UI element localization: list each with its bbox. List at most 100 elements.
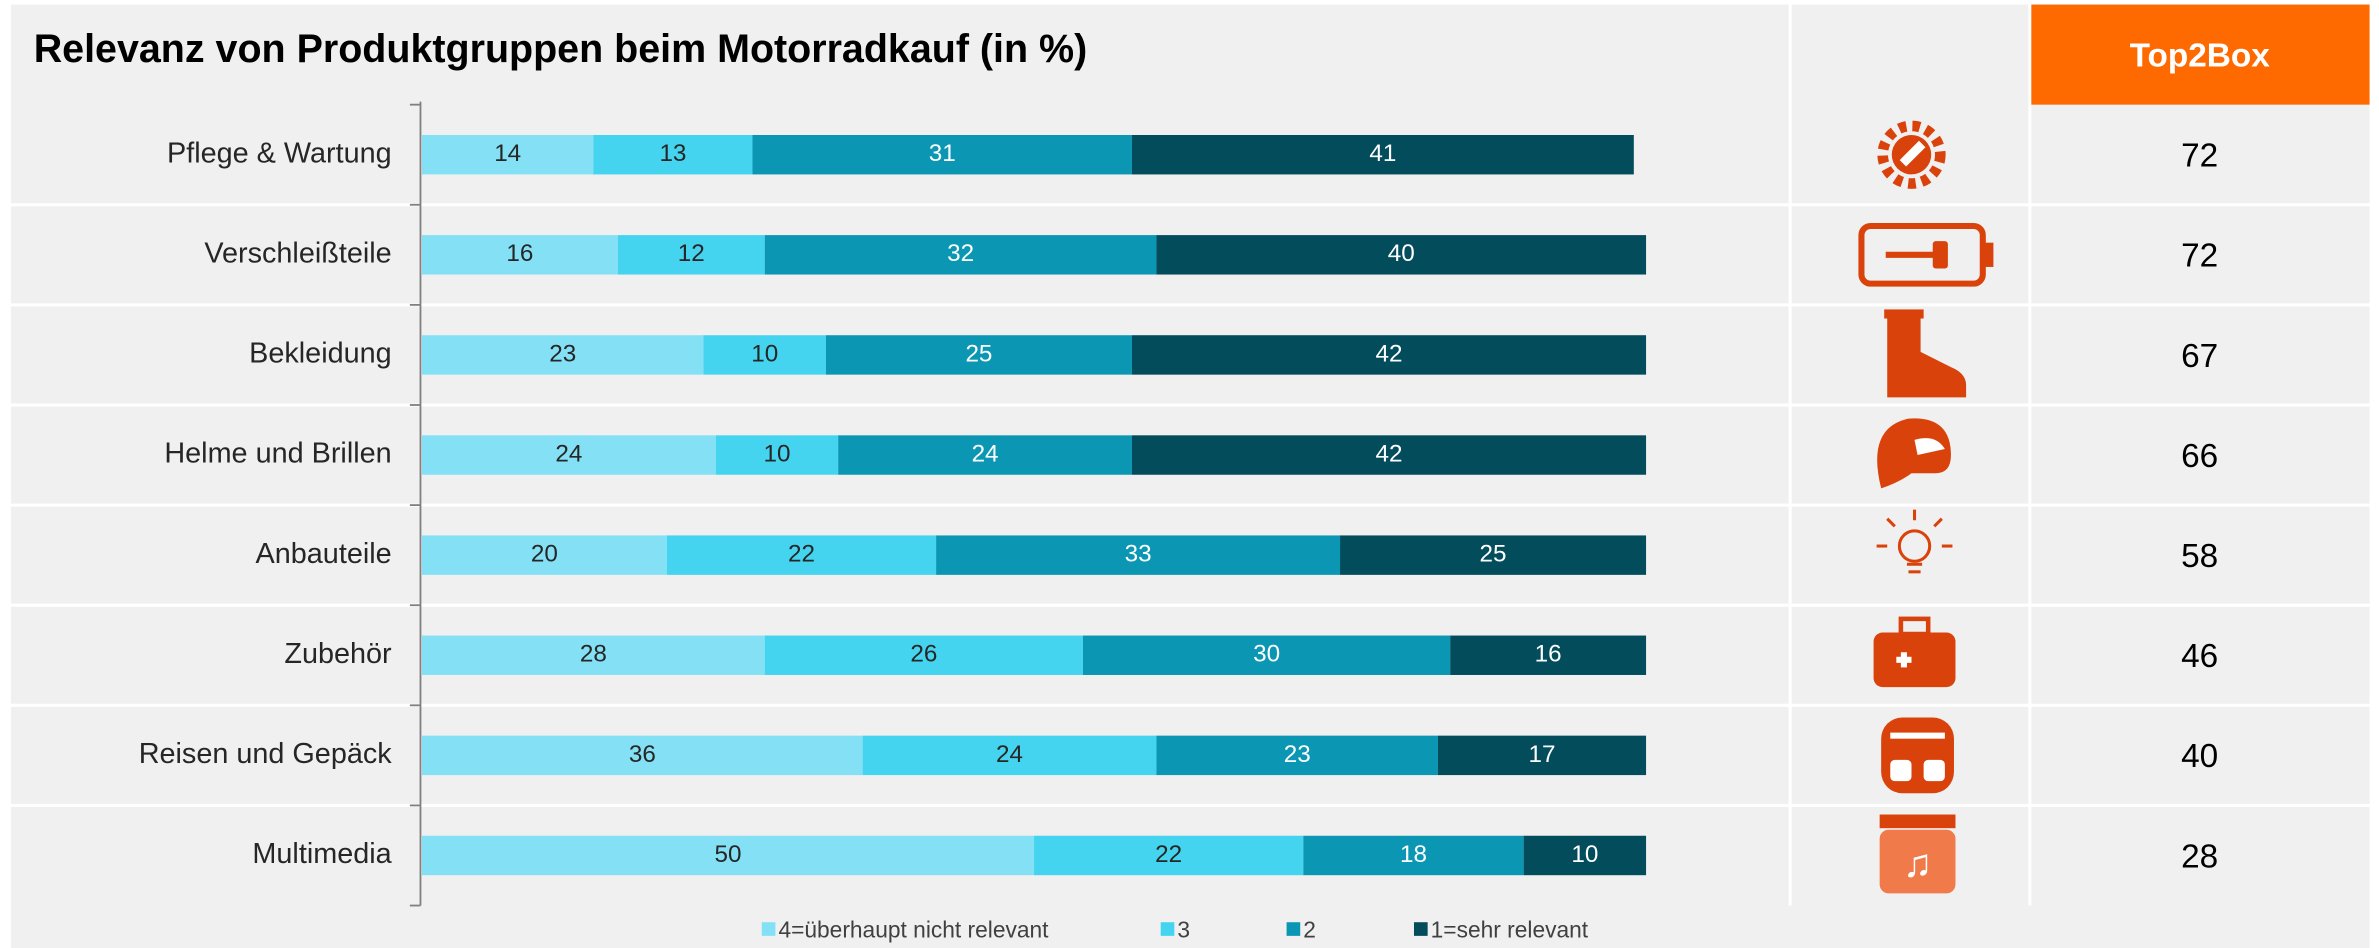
bar-value-label: 10 bbox=[763, 440, 790, 467]
bar-value-label: 10 bbox=[1571, 841, 1598, 868]
chart-title: Relevanz von Produktgruppen beim Motorra… bbox=[34, 27, 1088, 71]
icon-music: ♫ bbox=[1879, 814, 1956, 894]
top2box-header: Top2Box bbox=[2130, 37, 2271, 74]
category-label: Verschleißteile bbox=[204, 237, 391, 269]
icon-boot bbox=[1884, 309, 1967, 398]
bar-segment bbox=[617, 235, 765, 275]
top2box-value: 67 bbox=[2181, 338, 2218, 375]
top2box-header-bg bbox=[2029, 4, 2370, 105]
bar-value-label: 13 bbox=[659, 140, 686, 167]
bar-value-label: 23 bbox=[549, 340, 576, 367]
bar-value-label: 24 bbox=[972, 440, 999, 467]
bar-segment bbox=[421, 635, 765, 675]
legend-label: 4=überhaupt nicht relevant bbox=[778, 916, 1049, 942]
category-label: Anbauteile bbox=[256, 538, 392, 570]
bar-segment bbox=[421, 335, 704, 375]
bar-value-label: 20 bbox=[531, 541, 558, 568]
legend-swatch bbox=[1413, 922, 1428, 936]
bar-segment bbox=[764, 635, 1083, 675]
bar-value-label: 42 bbox=[1376, 440, 1403, 467]
bar-value-label: 40 bbox=[1388, 240, 1415, 267]
bar-value-label: 28 bbox=[580, 641, 607, 668]
bar-segment bbox=[1082, 635, 1451, 675]
bar-segment bbox=[1340, 535, 1647, 575]
icon-gear bbox=[1877, 120, 1946, 189]
bar-segment bbox=[421, 535, 667, 575]
icon-bulb bbox=[1876, 509, 1953, 574]
legend-swatch bbox=[761, 922, 776, 936]
icon-helmet bbox=[1877, 418, 1951, 489]
bar-value-label: 42 bbox=[1376, 340, 1403, 367]
top2box-value: 28 bbox=[2181, 838, 2218, 875]
bar-value-label: 22 bbox=[1155, 841, 1182, 868]
top2box-value: 66 bbox=[2181, 438, 2218, 475]
bar-segment bbox=[421, 735, 863, 776]
icon-first-aid bbox=[1873, 616, 1956, 688]
bar-segment bbox=[825, 335, 1132, 375]
top2box-value: 58 bbox=[2181, 538, 2218, 575]
bar-value-label: 30 bbox=[1253, 641, 1280, 668]
bar-value-label: 36 bbox=[629, 741, 656, 768]
bar-value-label: 10 bbox=[751, 340, 778, 367]
bar-value-label: 31 bbox=[929, 140, 956, 167]
top2box-value: 72 bbox=[2181, 238, 2218, 275]
bar-segment bbox=[1156, 235, 1647, 275]
bar-segment bbox=[715, 435, 839, 475]
bar-segment bbox=[421, 134, 594, 175]
top2box-value: 46 bbox=[2181, 638, 2218, 675]
bar-segment bbox=[862, 735, 1157, 776]
legend-swatch bbox=[1160, 922, 1175, 936]
bar-segment bbox=[1131, 134, 1634, 175]
bar-value-label: 14 bbox=[494, 140, 521, 167]
bar-value-label: 25 bbox=[965, 340, 992, 367]
legend-swatch bbox=[1286, 922, 1301, 936]
category-label: Pflege & Wartung bbox=[167, 137, 392, 169]
bar-value-label: 12 bbox=[678, 240, 705, 267]
bar-value-label: 22 bbox=[788, 541, 815, 568]
bar-segment bbox=[421, 835, 1035, 876]
bar-segment bbox=[1450, 635, 1647, 675]
legend-label: 1=sehr relevant bbox=[1431, 916, 1589, 942]
legend-label: 3 bbox=[1177, 916, 1190, 942]
category-label: Reisen und Gepäck bbox=[139, 738, 393, 770]
bar-segment bbox=[1034, 835, 1304, 876]
category-label: Multimedia bbox=[252, 838, 392, 870]
bar-segment bbox=[421, 235, 618, 275]
bar-segment bbox=[1156, 735, 1438, 776]
bar-value-label: 50 bbox=[715, 841, 742, 868]
bar-segment bbox=[421, 435, 716, 475]
bar-segment bbox=[593, 134, 753, 175]
bar-value-label: 17 bbox=[1529, 741, 1556, 768]
bar-value-label: 41 bbox=[1369, 140, 1396, 167]
icons: ♫ bbox=[1858, 120, 1994, 894]
category-label: Bekleidung bbox=[249, 338, 392, 370]
bar-segment bbox=[838, 435, 1132, 475]
bar-segment bbox=[1437, 735, 1647, 776]
top2box-value: 40 bbox=[2181, 738, 2218, 775]
bar-segment bbox=[936, 535, 1341, 575]
bar-value-label: 16 bbox=[506, 240, 533, 267]
bar-value-label: 18 bbox=[1400, 841, 1427, 868]
bar-segment bbox=[666, 535, 937, 575]
bar-value-label: 24 bbox=[555, 440, 582, 467]
bar-segment bbox=[1131, 335, 1647, 375]
legend-label: 2 bbox=[1303, 916, 1316, 942]
icon-backpack bbox=[1881, 717, 1954, 794]
bar-segment bbox=[1131, 435, 1647, 475]
bar-value-label: 26 bbox=[910, 641, 937, 668]
bar-value-label: 32 bbox=[947, 240, 974, 267]
bar-value-label: 23 bbox=[1284, 741, 1311, 768]
category-label: Helme und Brillen bbox=[164, 438, 391, 470]
bar-segment bbox=[1523, 835, 1647, 876]
bar-value-label: 33 bbox=[1125, 541, 1152, 568]
category-label: Zubehör bbox=[284, 638, 392, 670]
bar-segment bbox=[764, 235, 1157, 275]
bar-segment bbox=[1303, 835, 1524, 876]
bar-value-label: 16 bbox=[1535, 641, 1562, 668]
svg-text:♫: ♫ bbox=[1903, 842, 1933, 886]
bar-value-label: 25 bbox=[1480, 541, 1507, 568]
bar-segment bbox=[703, 335, 826, 375]
top2box-value: 72 bbox=[2181, 138, 2218, 175]
bar-segment bbox=[752, 134, 1132, 175]
